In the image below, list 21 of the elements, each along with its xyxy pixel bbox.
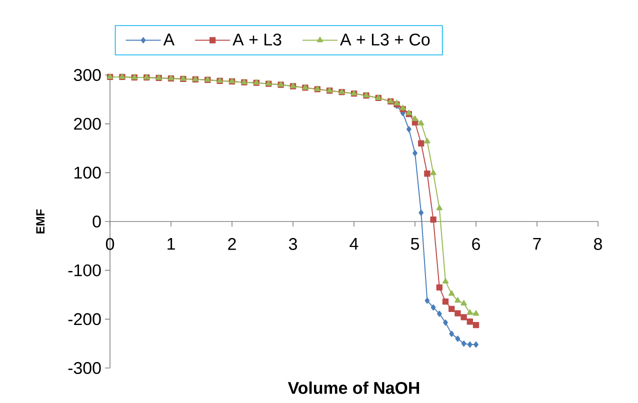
x-axis-title: Volume of NaOH bbox=[288, 382, 420, 394]
y-axis-title: EMF bbox=[36, 209, 44, 234]
y-tick-label: 100 bbox=[74, 166, 101, 179]
legend-label: A + L3 bbox=[232, 34, 282, 46]
y-tick-label: -100 bbox=[68, 264, 101, 276]
x-tick-label: 7 bbox=[533, 238, 541, 250]
x-tick-label: 2 bbox=[228, 238, 236, 250]
y-tick-label: 0 bbox=[92, 216, 101, 228]
y-tick-label: -300 bbox=[68, 362, 101, 374]
x-tick-label: 4 bbox=[350, 238, 358, 250]
x-tick-label: 5 bbox=[410, 238, 419, 250]
x-tick-label: 3 bbox=[288, 238, 297, 250]
y-tick-label: 200 bbox=[74, 118, 101, 130]
y-tick-label: 300 bbox=[74, 69, 101, 81]
x-tick-label: 0 bbox=[106, 238, 114, 250]
x-tick-label: 8 bbox=[594, 238, 602, 250]
x-tick-label: 6 bbox=[472, 238, 480, 250]
y-tick-label: -200 bbox=[68, 313, 101, 326]
x-tick-label: 1 bbox=[168, 238, 175, 250]
legend-label: A + L3 + Co bbox=[340, 34, 430, 46]
legend-label: A bbox=[163, 34, 175, 46]
